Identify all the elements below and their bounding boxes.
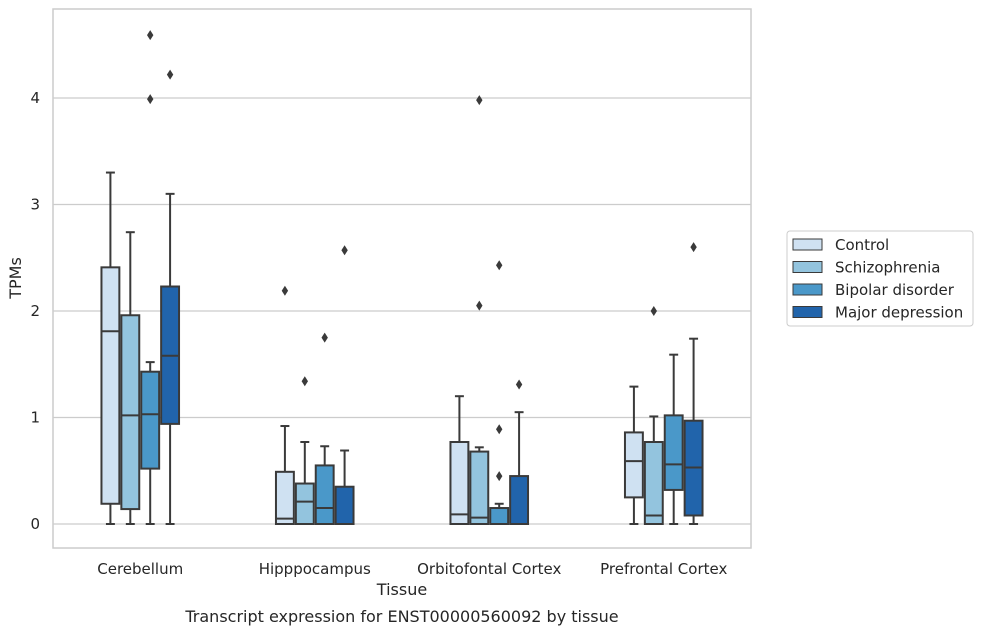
box-iqr (120, 314, 141, 511)
outlier-point (146, 30, 154, 41)
outlier-point (495, 471, 503, 482)
outlier-point (476, 300, 483, 311)
box-iqr (274, 470, 295, 526)
legend-label: Schizophrenia (835, 259, 940, 277)
box-iqr (469, 450, 490, 525)
box-iqr (509, 475, 530, 526)
legend-frame (786, 230, 974, 327)
box-major-depression (160, 69, 181, 525)
box-control (623, 385, 644, 525)
outlier-point (495, 260, 503, 271)
x-axis-title: Tissue (376, 580, 427, 599)
legend-swatch (792, 283, 823, 296)
box-major-depression (509, 379, 530, 526)
outlier-point (146, 94, 154, 105)
box-bipolar-disorder (140, 30, 161, 525)
outlier-point (281, 285, 289, 296)
box-schizophrenia (294, 376, 315, 525)
y-tick-label: 2 (30, 302, 40, 320)
y-axis-ticks: 0 1 2 3 4 (30, 89, 40, 533)
box-layer (100, 30, 704, 526)
box-iqr (663, 414, 684, 491)
x-axis-ticks: Cerebellum Hipppocampus Orbitofontal Corte… (97, 560, 727, 578)
legend-label: Control (835, 236, 889, 254)
legend-label: Bipolar disorder (835, 281, 955, 299)
outlier-point (476, 95, 483, 106)
box-control (274, 285, 295, 526)
outlier-point (650, 306, 658, 316)
x-tick-label: Cerebellum (97, 560, 183, 578)
outlier-point (301, 376, 309, 387)
outlier-point (515, 379, 523, 390)
legend-swatch (792, 261, 823, 273)
x-tick-label: Hipppocampus (259, 560, 371, 578)
box-iqr (294, 482, 315, 525)
y-tick-label: 1 (30, 409, 40, 427)
chart-caption: Transcript expression for ENST0000056009… (184, 607, 618, 626)
legend: Control Schizophrenia Bipolar disorder Majo… (786, 230, 974, 327)
box-iqr (140, 370, 161, 470)
y-tick-label: 4 (30, 89, 40, 107)
plot-frame (52, 8, 752, 549)
legend-swatch (792, 238, 823, 251)
legend-label: Major depression (835, 304, 963, 322)
box-schizophrenia (643, 306, 664, 525)
box-control (449, 395, 470, 525)
y-tick-label: 3 (30, 196, 40, 214)
x-tick-label: Prefrontal Cortex (600, 560, 727, 578)
box-iqr (334, 485, 355, 526)
outlier-point (321, 332, 328, 343)
box-iqr (489, 507, 510, 525)
box-bipolar-disorder (314, 332, 335, 525)
box-iqr (643, 440, 664, 525)
box-major-depression (334, 245, 355, 526)
box-iqr (449, 440, 470, 525)
outlier-point (166, 69, 174, 80)
outlier-point (690, 242, 697, 253)
legend-swatch (792, 306, 823, 318)
outlier-point (341, 245, 348, 256)
outlier-point (495, 424, 503, 435)
box-major-depression (683, 242, 704, 525)
box-iqr (100, 266, 121, 505)
box-schizophrenia (469, 95, 490, 525)
y-axis-title: TPMs (6, 257, 25, 300)
box-control (100, 171, 121, 525)
y-tick-label: 0 (30, 515, 40, 533)
box-iqr (623, 431, 644, 499)
box-iqr (314, 464, 335, 525)
box-bipolar-disorder (489, 260, 510, 525)
x-tick-label: Orbitofontal Cortex (417, 560, 561, 578)
box-schizophrenia (120, 231, 141, 525)
box-bipolar-disorder (663, 353, 684, 525)
